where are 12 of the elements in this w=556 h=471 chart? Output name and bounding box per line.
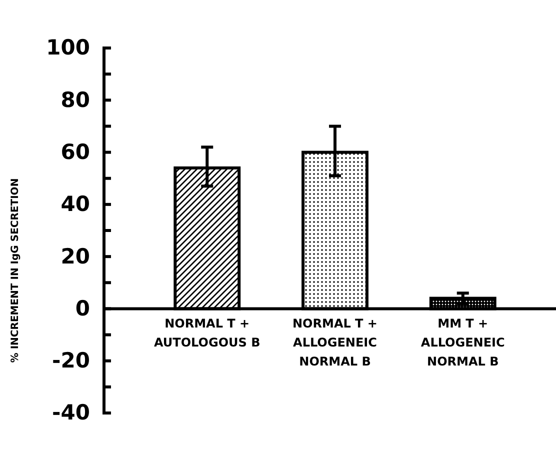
y-tick-label: 60 [60, 140, 90, 164]
y-tick-label: -40 [52, 400, 90, 425]
y-tick-label: 0 [75, 296, 90, 320]
x-tick-label: NORMAL T + ALLOGENEIC NORMAL B [292, 316, 378, 369]
y-tick-label: 100 [46, 36, 90, 60]
y-tick-label: 40 [60, 192, 90, 216]
y-axis-title: % INCREMENT IN IgG SECRETION [10, 178, 21, 363]
x-tick-label: MM T + ALLOGENEIC NORMAL B [420, 316, 506, 369]
y-tick-label: 20 [60, 244, 90, 268]
y-tick-label: -20 [52, 348, 90, 373]
y-tick-label: 80 [60, 88, 90, 112]
x-tick-label: NORMAL T + AUTOLOGOUS B [154, 316, 260, 350]
